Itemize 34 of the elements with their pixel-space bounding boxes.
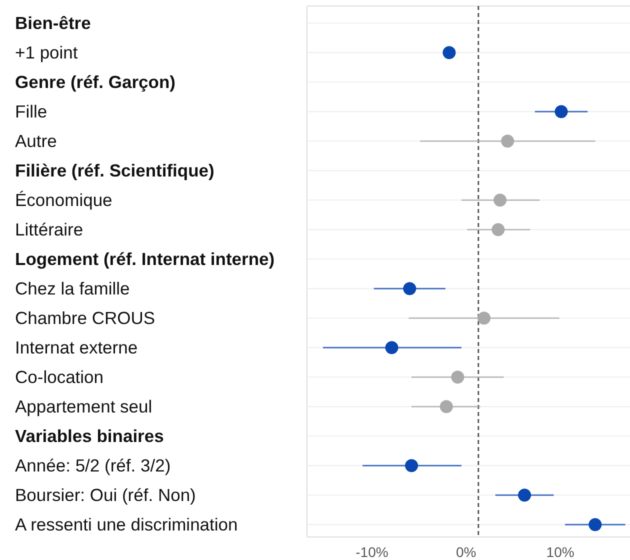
- y-tick-label: Genre (réf. Garçon): [15, 72, 176, 92]
- y-tick-label: Littéraire: [15, 220, 84, 240]
- y-tick-label: Autre: [15, 131, 57, 152]
- y-tick-label: Chez la famille: [15, 278, 130, 299]
- y-tick-label: Boursier: Oui (réf. Non): [15, 485, 196, 506]
- y-tick-label: Filière (réf. Scientifique): [15, 160, 214, 181]
- point: [451, 370, 464, 384]
- y-tick-label: Chambre CROUS: [15, 308, 156, 328]
- point: [442, 46, 456, 60]
- point: [478, 312, 491, 325]
- x-tick-label: 0%: [456, 544, 476, 560]
- point: [554, 105, 568, 118]
- y-tick-label: Année: 5/2 (réf. 3/2): [15, 456, 171, 476]
- y-tick-label: Économique: [15, 190, 112, 210]
- x-tick-label: -10%: [356, 544, 388, 560]
- y-tick-label: A ressenti une discrimination: [15, 514, 238, 535]
- point: [518, 488, 532, 502]
- point: [405, 459, 418, 472]
- point: [588, 518, 602, 532]
- x-tick-label: 10%: [546, 544, 574, 560]
- y-tick-label: Appartement seul: [15, 396, 152, 417]
- y-tick-label: Variables binaires: [15, 426, 164, 446]
- y-tick-label: Fille: [15, 102, 48, 122]
- y-tick-label: +1 point: [15, 42, 78, 63]
- y-tick-label: Co-location: [15, 367, 104, 388]
- y-tick-label: Logement (réf. Internat interne): [15, 249, 275, 270]
- point: [494, 194, 507, 207]
- point: [385, 341, 398, 354]
- point: [403, 282, 416, 296]
- point: [501, 134, 514, 148]
- point: [440, 400, 453, 414]
- y-tick-label: Internat externe: [15, 338, 138, 358]
- point: [492, 223, 505, 236]
- y-tick-label: Bien-être: [15, 13, 92, 34]
